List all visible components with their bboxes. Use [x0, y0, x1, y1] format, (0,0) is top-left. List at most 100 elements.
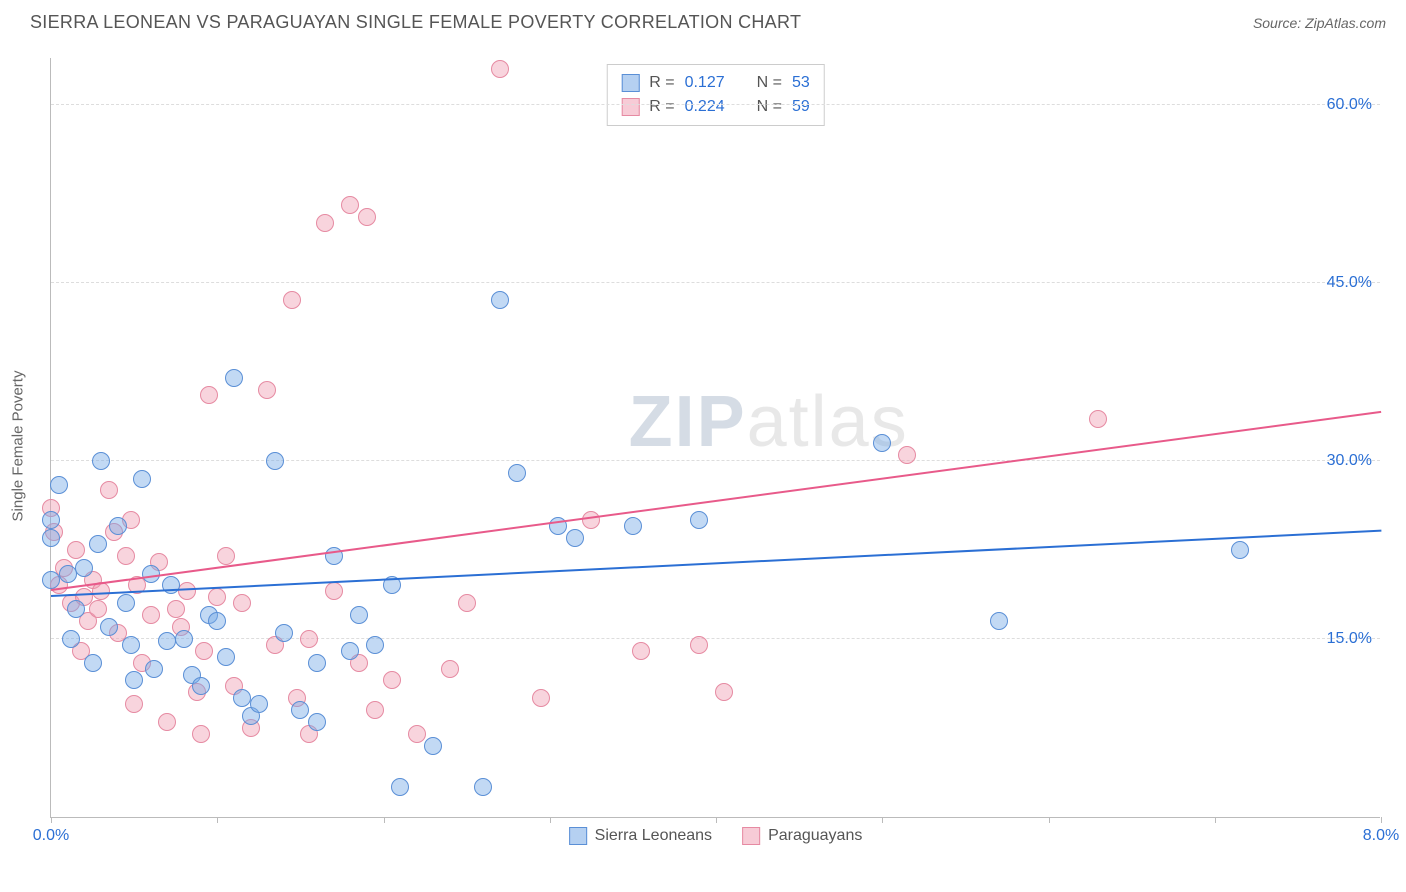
scatter-point [109, 517, 127, 535]
scatter-point [1231, 541, 1249, 559]
scatter-point [233, 689, 251, 707]
gridline [51, 638, 1380, 639]
scatter-point [158, 632, 176, 650]
scatter-point [458, 594, 476, 612]
x-tick [716, 817, 717, 823]
scatter-point [200, 386, 218, 404]
x-tick [1215, 817, 1216, 823]
gridline [51, 460, 1380, 461]
source-label: Source: ZipAtlas.com [1253, 15, 1386, 31]
x-tick [882, 817, 883, 823]
scatter-point [125, 671, 143, 689]
scatter-point [59, 565, 77, 583]
x-tick [51, 817, 52, 823]
scatter-point [300, 630, 318, 648]
scatter-point [258, 381, 276, 399]
r-label-1: R = [649, 71, 674, 95]
scatter-point [283, 291, 301, 309]
scatter-point [624, 517, 642, 535]
scatter-point [316, 214, 334, 232]
scatter-point [84, 654, 102, 672]
scatter-point [532, 689, 550, 707]
scatter-point [582, 511, 600, 529]
scatter-point [225, 369, 243, 387]
x-tick [384, 817, 385, 823]
scatter-point [308, 654, 326, 672]
scatter-point [250, 695, 268, 713]
scatter-point [350, 606, 368, 624]
scatter-point [92, 452, 110, 470]
r-label-2: R = [649, 95, 674, 119]
scatter-point [233, 594, 251, 612]
scatter-point [42, 511, 60, 529]
scatter-point [175, 630, 193, 648]
scatter-point [167, 600, 185, 618]
scatter-point [178, 582, 196, 600]
scatter-point [424, 737, 442, 755]
scatter-point [122, 636, 140, 654]
scatter-point [75, 559, 93, 577]
scatter-point [42, 529, 60, 547]
scatter-point [491, 60, 509, 78]
legend-swatch-pink-icon [742, 827, 760, 845]
scatter-point [1089, 410, 1107, 428]
scatter-point [117, 547, 135, 565]
scatter-point [125, 695, 143, 713]
scatter-point [217, 547, 235, 565]
scatter-point [62, 630, 80, 648]
scatter-point [100, 618, 118, 636]
watermark: ZIPatlas [629, 381, 909, 463]
scatter-point [145, 660, 163, 678]
scatter-point [142, 606, 160, 624]
x-tick-label-left: 0.0% [33, 827, 69, 845]
r-value-2: 0.224 [685, 95, 725, 119]
scatter-point [383, 671, 401, 689]
scatter-point [192, 677, 210, 695]
scatter-point [217, 648, 235, 666]
gridline [51, 282, 1380, 283]
scatter-point [275, 624, 293, 642]
n-value-1: 53 [792, 71, 810, 95]
scatter-point [142, 565, 160, 583]
scatter-point [690, 511, 708, 529]
scatter-point [208, 612, 226, 630]
scatter-point [632, 642, 650, 660]
legend-label-1: Sierra Leoneans [595, 827, 712, 845]
gridline [51, 104, 1380, 105]
scatter-point [408, 725, 426, 743]
scatter-point [566, 529, 584, 547]
y-tick-label: 15.0% [1327, 630, 1372, 648]
scatter-point [208, 588, 226, 606]
chart-title: SIERRA LEONEAN VS PARAGUAYAN SINGLE FEMA… [30, 12, 801, 33]
scatter-point [42, 571, 60, 589]
scatter-point [162, 576, 180, 594]
scatter-point [474, 778, 492, 796]
scatter-point [366, 701, 384, 719]
scatter-point [358, 208, 376, 226]
scatter-point [100, 481, 118, 499]
legend-swatch-blue-icon [569, 827, 587, 845]
x-tick [1049, 817, 1050, 823]
scatter-point [441, 660, 459, 678]
legend-item-2: Paraguayans [742, 827, 862, 845]
scatter-point [341, 642, 359, 660]
n-label-1: N = [757, 71, 782, 95]
scatter-point [898, 446, 916, 464]
bottom-legend: Sierra Leoneans Paraguayans [569, 827, 863, 845]
y-tick-label: 60.0% [1327, 96, 1372, 114]
y-tick-label: 30.0% [1327, 452, 1372, 470]
scatter-point [308, 713, 326, 731]
y-axis-label: Single Female Poverty [10, 371, 27, 522]
scatter-point [491, 291, 509, 309]
scatter-point [192, 725, 210, 743]
scatter-point [117, 594, 135, 612]
legend-item-1: Sierra Leoneans [569, 827, 712, 845]
n-value-2: 59 [792, 95, 810, 119]
scatter-point [715, 683, 733, 701]
x-tick [1381, 817, 1382, 823]
scatter-point [391, 778, 409, 796]
scatter-point [158, 713, 176, 731]
swatch-blue-icon [621, 74, 639, 92]
swatch-pink-icon [621, 98, 639, 116]
scatter-point [266, 452, 284, 470]
